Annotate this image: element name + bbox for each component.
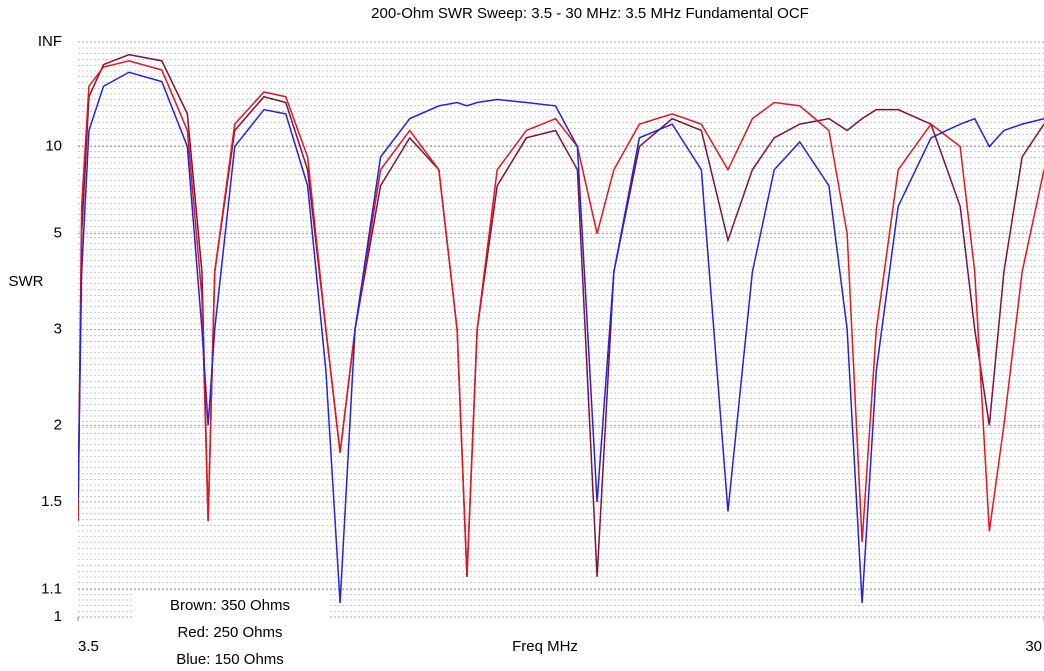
- y-tick-label: 10: [45, 138, 62, 155]
- y-tick-label: 1.1: [41, 581, 62, 598]
- y-tick-label: 3: [54, 320, 62, 337]
- y-tick-label: INF: [38, 33, 62, 50]
- chart-title: 200-Ohm SWR Sweep: 3.5 - 30 MHz: 3.5 MHz…: [371, 5, 809, 22]
- x-axis-label: Freq MHz: [512, 638, 578, 655]
- y-tick-label: 2: [54, 416, 62, 433]
- legend-entry: Red: 250 Ohms: [177, 624, 282, 641]
- y-tick-label: 1: [54, 608, 62, 625]
- series-line: [78, 60, 1044, 577]
- legend: Brown: 350 Ohms Red: 250 Ohms Blue: 150 Oh…: [132, 592, 328, 671]
- legend-entry: Brown: 350 Ohms: [170, 597, 290, 614]
- legend-box: [132, 592, 328, 671]
- y-tick-label: 1.5: [41, 493, 62, 510]
- legend-entry: Blue: 150 Ohms: [176, 651, 284, 668]
- series-line: [78, 71, 1044, 604]
- x-tick-label: 3.5: [78, 638, 99, 655]
- y-axis-label: SWR: [9, 273, 44, 290]
- x-tick-label: 30: [1025, 638, 1042, 655]
- y-tick-label: 5: [54, 225, 62, 242]
